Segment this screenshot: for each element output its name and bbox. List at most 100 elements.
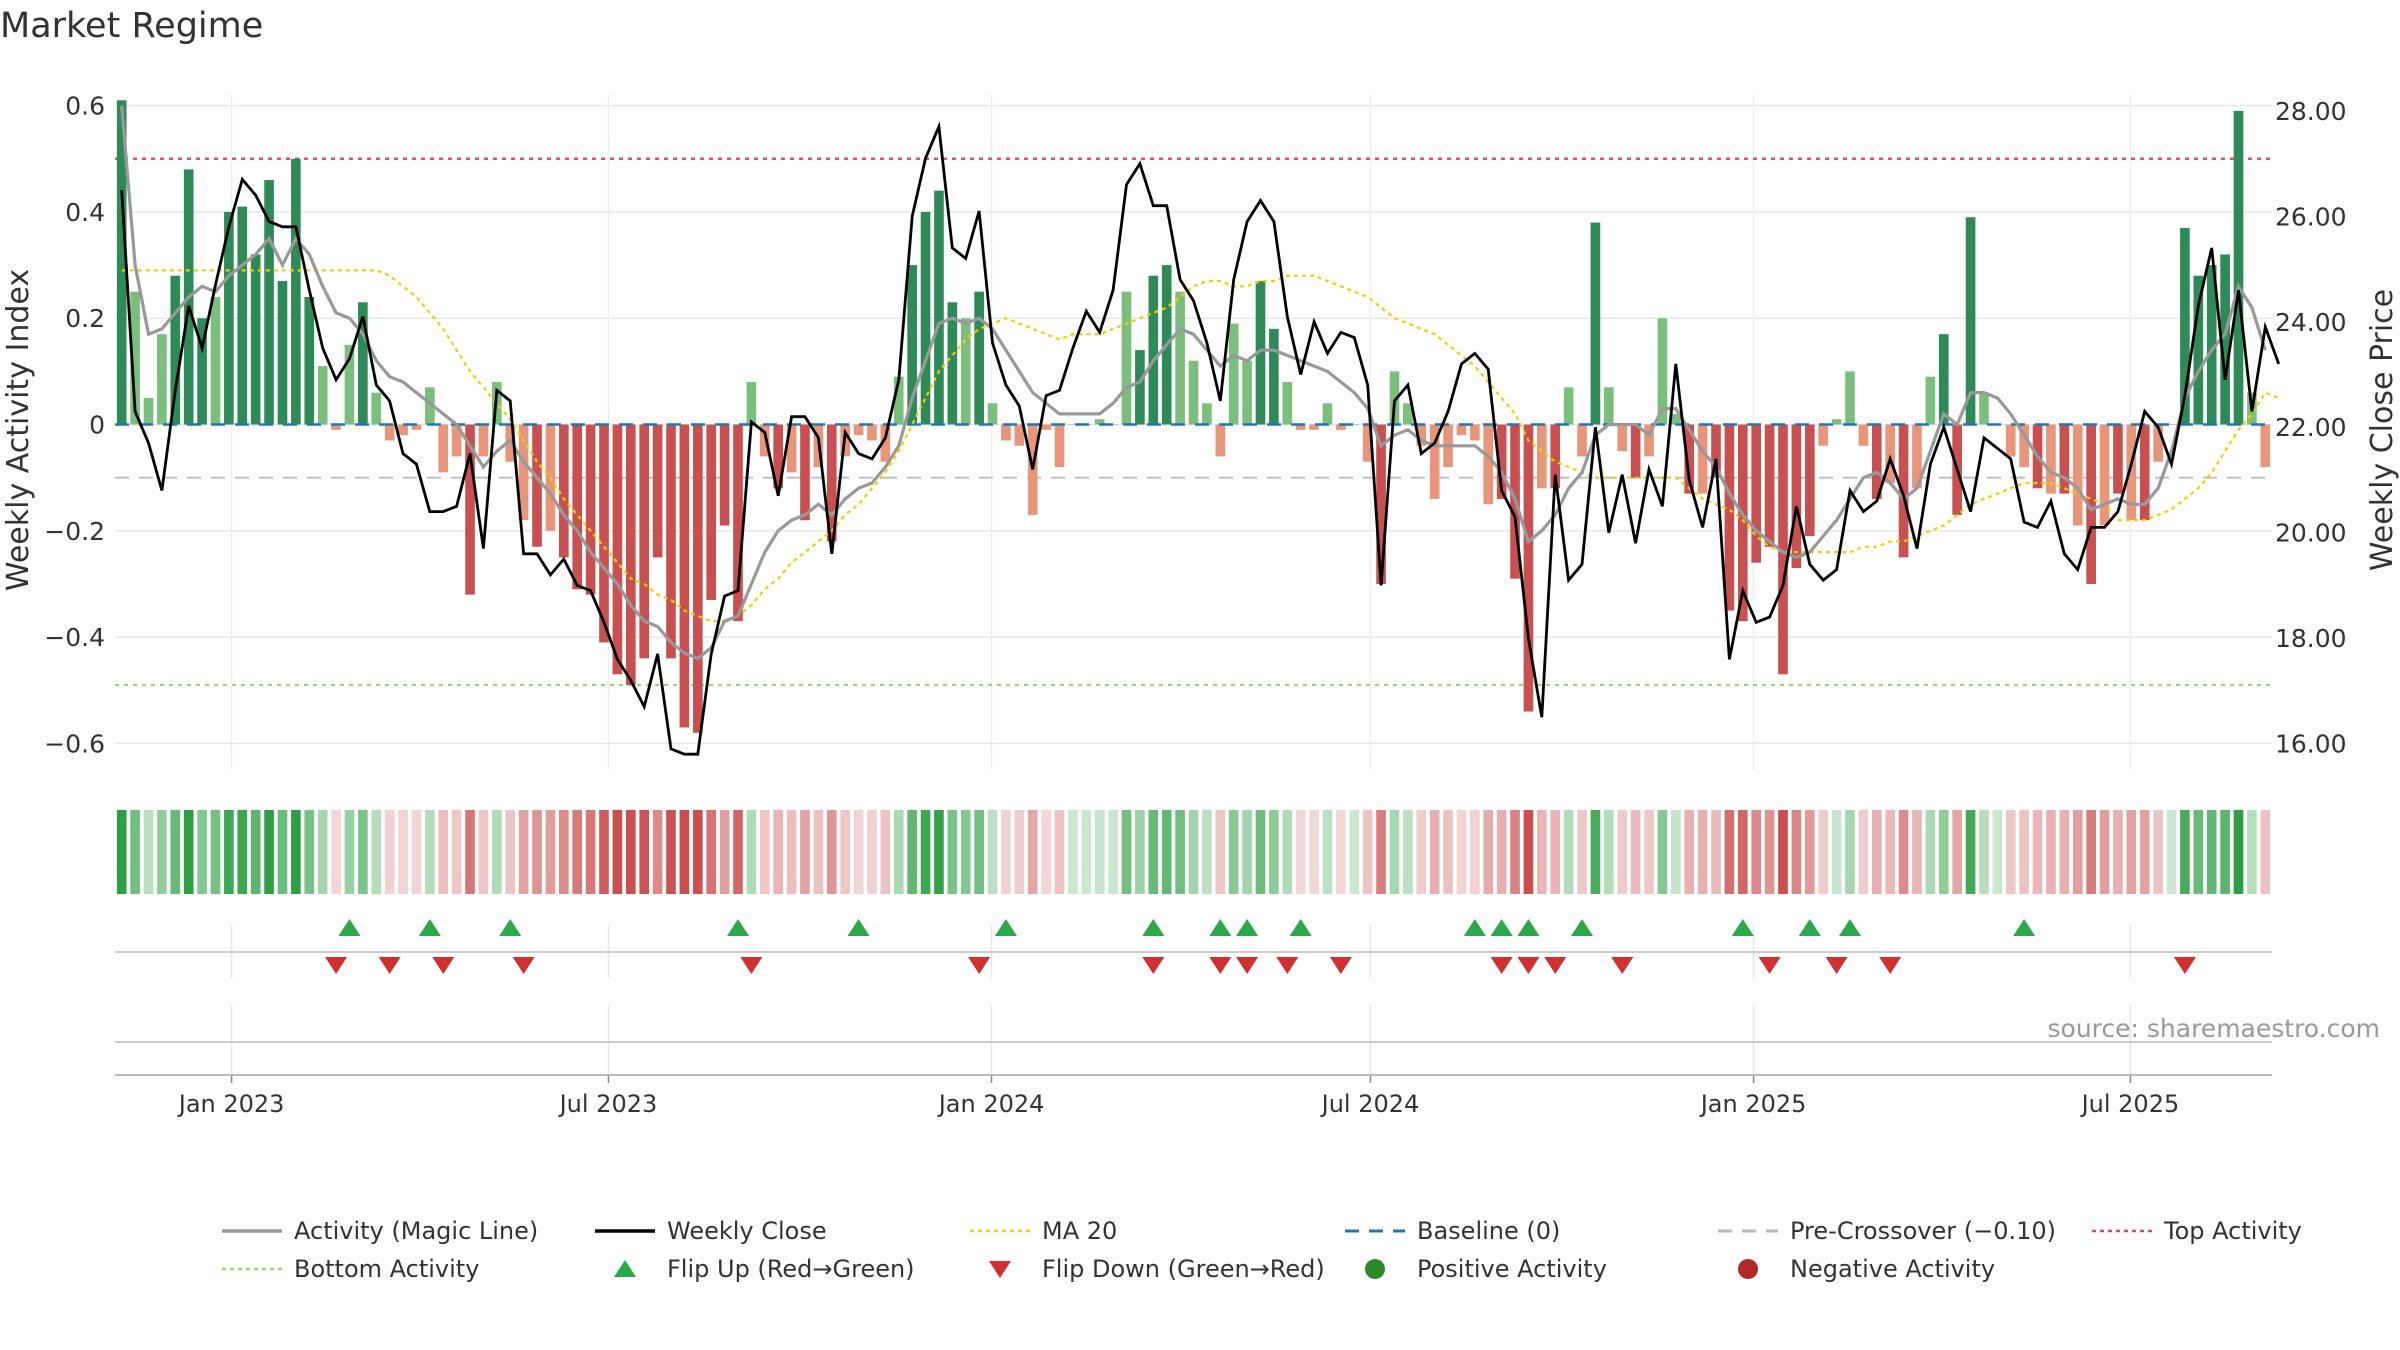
regime-cell — [1389, 810, 1400, 894]
regime-cell — [331, 810, 341, 894]
activity-bar — [1885, 424, 1895, 483]
activity-bar — [1228, 323, 1239, 425]
activity-bar — [1295, 424, 1306, 430]
activity-bar — [224, 211, 234, 425]
x-tick-label: Jul 2023 — [558, 1090, 658, 1118]
activity-bar — [2139, 424, 2150, 521]
regime-cell — [974, 810, 984, 894]
flip-down-marker — [378, 957, 401, 974]
legend-label: Positive Activity — [1417, 1255, 1607, 1283]
y-tick-label-right: 16.00 — [2275, 730, 2347, 759]
y-tick-label-left: −0.4 — [44, 623, 105, 652]
y-tick-label-left: 0 — [89, 411, 105, 440]
activity-bar — [425, 387, 435, 425]
legend-swatch — [1345, 1219, 1405, 1243]
legend-label: MA 20 — [1042, 1217, 1118, 1245]
regime-cell — [1496, 810, 1507, 894]
regime-cell — [344, 810, 355, 894]
regime-cell — [1416, 810, 1427, 894]
flip-down-marker — [1517, 957, 1540, 974]
legend-label: Baseline (0) — [1417, 1217, 1561, 1245]
regime-cell — [652, 810, 663, 894]
regime-cell — [1724, 810, 1735, 894]
activity-bar — [1242, 360, 1252, 425]
regime-cell — [1831, 810, 1842, 894]
regime-cell — [1577, 810, 1587, 894]
y-tick-label-right: 22.00 — [2275, 413, 2347, 442]
flip-up-marker — [1209, 919, 1232, 936]
activity-bar — [786, 424, 797, 473]
legend-item: Flip Down (Green→Red) — [970, 1255, 1325, 1283]
regime-cell — [920, 810, 931, 894]
regime-cell — [867, 810, 877, 894]
x-tick-label: Jan 2023 — [177, 1090, 285, 1118]
regime-cell — [773, 810, 784, 894]
regime-cell — [2260, 810, 2271, 894]
regime-cell — [1188, 810, 1199, 894]
activity-bar — [1362, 424, 1373, 462]
legend-swatch — [970, 1257, 1030, 1281]
activity-bar — [2126, 424, 2137, 521]
legend-item: Baseline (0) — [1345, 1217, 1560, 1245]
regime-cell — [1269, 810, 1279, 894]
activity-bar — [1456, 424, 1467, 436]
regime-cell — [599, 810, 609, 894]
activity-bar — [331, 424, 341, 430]
regime-cell — [706, 810, 717, 894]
regime-cell — [130, 810, 140, 894]
regime-cell — [1684, 810, 1695, 894]
y-tick-label-right: 18.00 — [2275, 624, 2347, 653]
regime-cell — [2180, 810, 2190, 894]
regime-cell — [1711, 810, 1721, 894]
regime-cell — [1027, 810, 1038, 894]
flip-up-marker — [1142, 919, 1165, 936]
flip-up-marker — [1731, 919, 1754, 936]
regime-cell — [1228, 810, 1239, 894]
regime-cell — [425, 810, 435, 894]
activity-bar — [947, 302, 958, 425]
activity-bar — [1912, 424, 1922, 489]
regime-cell — [987, 810, 998, 894]
activity-bar — [2260, 424, 2271, 468]
activity-bar — [371, 392, 382, 425]
activity-bar — [250, 254, 261, 425]
activity-bar — [1054, 424, 1065, 468]
activity-bar — [1202, 403, 1212, 425]
activity-bar — [1563, 387, 1574, 425]
activity-bar — [1483, 424, 1494, 505]
flip-down-marker — [1209, 957, 1232, 974]
regime-cell — [1845, 810, 1855, 894]
activity-bar — [867, 424, 877, 441]
regime-cell — [800, 810, 810, 894]
regime-cell — [518, 810, 529, 894]
flip-down-marker — [968, 957, 991, 974]
regime-cell — [1590, 810, 1601, 894]
activity-bar — [759, 424, 770, 457]
flip-down-marker — [432, 957, 455, 974]
legend-label: Bottom Activity — [294, 1255, 480, 1283]
regime-cell — [1215, 810, 1226, 894]
regime-cell — [572, 810, 583, 894]
activity-bar — [1804, 424, 1815, 537]
legend-item: Top Activity — [2092, 1217, 2302, 1245]
activity-bar — [733, 424, 743, 622]
activity-bar — [518, 424, 529, 521]
activity-bar — [264, 180, 274, 425]
series-lines — [115, 105, 2281, 756]
regime-cell — [1202, 810, 1212, 894]
x-tick-label: Jul 2024 — [1320, 1090, 1420, 1118]
flip-down-marker — [512, 957, 535, 974]
regime-cell — [2206, 810, 2217, 894]
activity-bar — [960, 318, 971, 425]
legend-swatch — [1718, 1219, 1778, 1243]
activity-bar — [304, 296, 315, 425]
activity-bar — [1349, 424, 1360, 426]
regime-cell — [183, 810, 194, 894]
regime-cell — [170, 810, 181, 894]
flip-up-marker — [847, 919, 870, 936]
legend-label: Negative Activity — [1790, 1255, 1996, 1283]
flip-down-marker — [1276, 957, 1299, 974]
activity-bar — [639, 424, 650, 659]
activity-bar — [1845, 371, 1855, 425]
legend-item: Activity (Magic Line) — [222, 1217, 538, 1245]
